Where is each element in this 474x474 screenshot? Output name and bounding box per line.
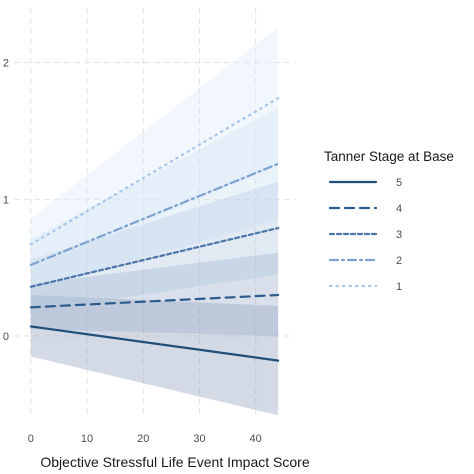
legend-label-5: 5 xyxy=(396,177,402,189)
y-tick-label: 2 xyxy=(3,58,9,70)
legend-title: Tanner Stage at Base xyxy=(324,149,454,164)
y-tick-label: 0 xyxy=(3,331,9,343)
x-tick-label: 10 xyxy=(81,433,93,445)
legend-label-2: 2 xyxy=(396,255,402,267)
series-lines xyxy=(29,97,280,362)
y-tick-label: 1 xyxy=(3,194,9,206)
series-line-5 xyxy=(29,325,280,362)
series-line-2 xyxy=(29,162,280,267)
x-tick-label: 20 xyxy=(137,433,149,445)
series-line-3 xyxy=(29,226,280,288)
series-line-1 xyxy=(29,97,280,246)
x-tick-label: 0 xyxy=(28,433,34,445)
tick-labels: 0 10 20 30 40 0 1 2 xyxy=(3,58,262,445)
confidence-bands xyxy=(30,27,279,416)
legend-label-4: 4 xyxy=(396,203,402,215)
x-axis-title: Objective Stressful Life Event Impact Sc… xyxy=(40,454,309,470)
legend-label-1: 1 xyxy=(396,281,402,293)
confidence-band-2 xyxy=(30,107,279,290)
confidence-band-3 xyxy=(30,181,279,312)
confidence-band-5 xyxy=(30,295,279,416)
legend: Tanner Stage at Base 5 4 3 2 1 xyxy=(324,149,454,293)
series-line-4 xyxy=(29,293,280,309)
x-tick-label: 40 xyxy=(250,433,262,445)
confidence-band-4 xyxy=(30,252,279,336)
legend-label-3: 3 xyxy=(396,229,402,241)
x-tick-label: 30 xyxy=(193,433,205,445)
